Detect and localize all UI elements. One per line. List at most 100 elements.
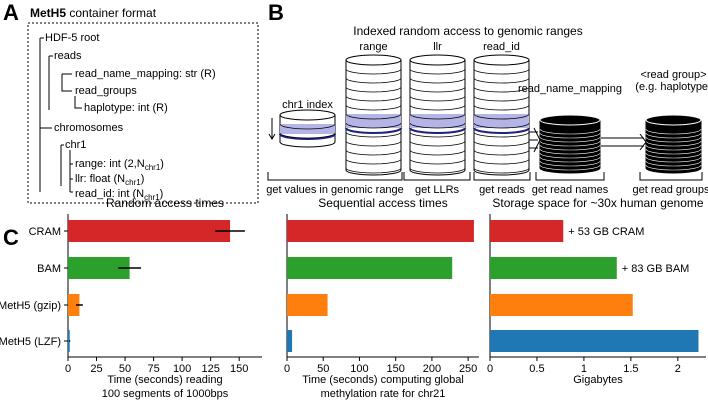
bar [287,220,474,242]
bracket [267,172,403,181]
cylinder-ring [473,113,530,120]
cylinder-body [539,120,601,174]
cylinder-line [409,127,466,134]
y-tick-label: CRAM [29,226,61,238]
x-tick-label: 0 [487,363,493,375]
bar [68,294,80,316]
x-tick-label: 1 [581,363,587,375]
bracket [403,172,471,181]
cylinder-label: chr1 index [282,99,333,111]
node-subscript: chr1 [144,193,160,202]
cylinder-ring [409,104,466,111]
cylinder-ring [473,104,530,111]
cylinder-ring [345,122,402,129]
action-label: get read groups [632,184,708,196]
node-subscript: chr1 [125,178,141,187]
cylinder-ring [345,104,402,111]
node-label: haplotype: int (R) [84,102,168,114]
bar [287,294,328,316]
action-label: get LLRs [415,184,460,196]
title-bold: MetH5 [30,6,66,20]
cylinder-ring [409,140,466,147]
cylinder-label: <read group> [640,69,706,81]
tree-node: read_groups [75,85,137,97]
cylinder-top [345,54,402,66]
x-axis-label: Time (seconds) computing global [302,374,464,386]
cylinder-top [473,54,530,66]
cylinder-ring [345,131,402,138]
cylinder-ring [473,86,530,93]
node-label: range: int (2,N [75,158,145,170]
bar [287,257,453,279]
node-tail: ) [160,158,164,170]
cylinder-ring [345,140,402,147]
cylinder-ring [539,160,601,167]
cylinder-ring [645,136,702,143]
y-tick-label: BAM [37,263,61,275]
bracket [473,172,531,181]
cylinder-top [409,54,466,66]
cylinder-ring [409,122,466,129]
cylinder-ring [409,158,466,165]
cylinder-label: llr [433,41,442,53]
cylinder-ring [409,95,466,102]
x-tick-label: 0.5 [529,363,544,375]
cylinder-ring [279,132,336,139]
panel-title: MetH5 container format [30,6,157,20]
y-tick-label: MetH5 (gzip) [0,300,61,312]
x-axis-label: Time (seconds) reading [107,374,222,386]
cylinder-ring [345,68,402,75]
cylinder-ring [645,148,702,155]
arrow [529,127,541,153]
cylinder-ring [345,113,402,120]
tree-node: haplotype: int (R) [84,102,168,114]
cylinder-ring [539,152,601,159]
cylinder-body [645,120,702,174]
arrow [601,133,647,151]
cylinder-band [474,114,529,128]
bracket [535,172,605,181]
cylinder-ring [473,140,530,147]
x-axis-label: Gigabytes [573,374,623,386]
node-label: llr: float (N [75,173,125,185]
cylinder-ring [539,132,601,139]
x-axis-label: 100 segments of 1000bps [102,388,229,400]
container-box [27,22,259,204]
node-tail: ) [141,173,145,185]
cylinder-band [410,114,465,128]
x-tick-label: 100 [350,363,368,375]
x-tick-label: 2 [675,363,681,375]
bar [490,257,617,279]
x-tick-label: 150 [230,363,248,375]
cylinder-label: read_id [483,41,520,53]
x-tick-label: 0 [284,363,290,375]
x-tick-label: 250 [459,363,477,375]
cylinder-label: (e.g. haplotype) [635,81,708,93]
bar [68,257,130,279]
cylinder-ring [645,128,702,135]
cylinder-ring [539,148,601,155]
panel-title: Indexed random access to genomic ranges [353,24,582,38]
panel-letter: A [3,0,19,25]
cylinder-ring [409,167,466,174]
panel-letter: B [268,0,284,25]
cylinder-ring [539,156,601,163]
cylinder-ring [473,149,530,156]
chart-title: Storage space for ~30x human genome [492,196,703,210]
tree-node: chromosomes [54,122,124,134]
cylinder-ring [473,68,530,75]
cylinder-ring [645,132,702,139]
bar [68,220,231,242]
cylinder-ring [409,113,466,120]
bar [287,330,293,352]
cylinder-ring [645,164,702,171]
action-label: get values in genomic range [266,184,404,196]
title-rest: container format [66,6,157,20]
x-tick-label: 100 [173,363,191,375]
x-axis-label: methylation rate for chr21 [321,388,446,400]
node-subscript: chr1 [145,163,161,172]
bar-annotation: + 53 GB CRAM [568,226,644,238]
cylinder-ring [473,131,530,138]
panel-letter: C [3,225,19,250]
cylinder-ring [539,140,601,147]
